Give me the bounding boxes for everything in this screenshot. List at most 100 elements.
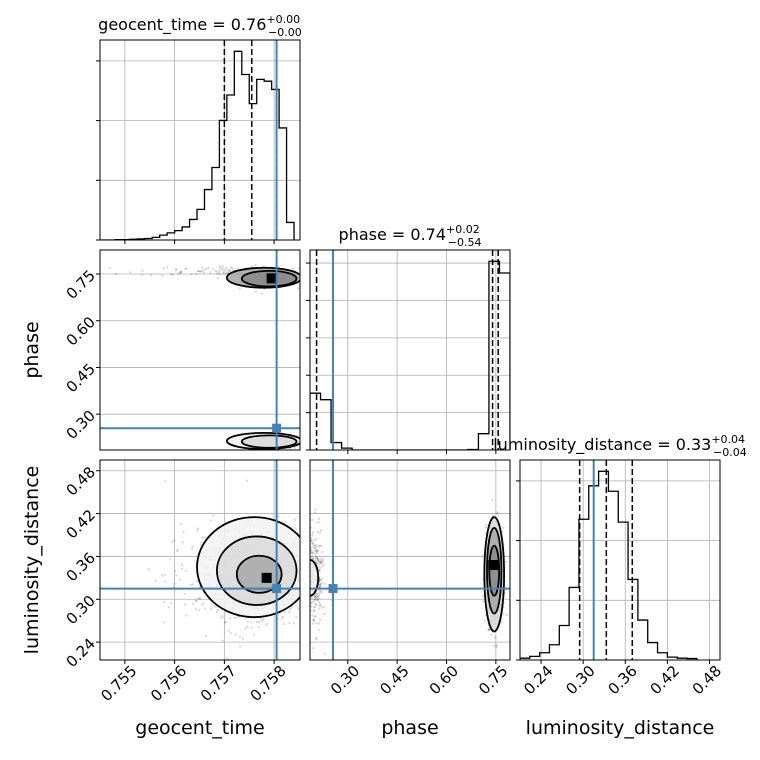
density-peak xyxy=(261,572,272,583)
sample-point xyxy=(177,271,180,275)
sample-point xyxy=(315,593,318,596)
sample-point xyxy=(281,617,284,620)
sample-point xyxy=(311,542,314,545)
sample-point xyxy=(316,530,319,534)
sample-point xyxy=(316,557,319,561)
sample-point xyxy=(314,556,317,559)
sample-point xyxy=(306,576,308,578)
sample-point xyxy=(313,619,316,622)
samples-group xyxy=(108,263,325,450)
sample-point xyxy=(173,539,176,542)
sample-point xyxy=(306,587,308,589)
sample-point xyxy=(229,631,232,635)
panel-frame xyxy=(99,459,301,661)
sample-point xyxy=(301,561,303,563)
sample-point xyxy=(493,644,496,648)
sample-point xyxy=(321,578,324,581)
sample-point xyxy=(184,569,187,572)
sample-point xyxy=(315,638,318,641)
sample-point xyxy=(225,272,228,275)
sample-point xyxy=(311,614,314,617)
sample-point xyxy=(235,616,238,619)
sample-point xyxy=(303,600,305,602)
sample-point xyxy=(314,537,318,540)
y-tick-label: 0.30 xyxy=(63,592,99,628)
y-tick-label: 0.48 xyxy=(63,463,99,499)
y-tick-label: 0.36 xyxy=(63,549,99,585)
sample-point xyxy=(316,556,319,559)
sample-point xyxy=(114,272,117,275)
title-median: 0.33 xyxy=(676,435,712,454)
sample-point xyxy=(226,269,229,273)
sample-point xyxy=(312,558,315,561)
sample-point xyxy=(304,573,306,575)
sample-point xyxy=(316,595,319,598)
sample-point xyxy=(308,566,310,568)
sample-point xyxy=(310,540,313,543)
sample-point xyxy=(226,271,229,275)
title-minus: −0.54 xyxy=(448,236,482,249)
sample-point xyxy=(202,602,205,605)
sample-point xyxy=(313,596,316,599)
panel-frame xyxy=(309,459,511,661)
sample-point xyxy=(302,586,304,588)
sample-point xyxy=(316,597,319,600)
sample-point xyxy=(320,591,323,594)
sample-point xyxy=(181,567,184,570)
sample-point xyxy=(316,592,319,595)
sample-point xyxy=(348,604,350,606)
sample-point xyxy=(293,446,296,450)
sample-point xyxy=(190,547,193,550)
sample-point xyxy=(323,268,325,270)
sample-point xyxy=(318,531,322,534)
sample-point xyxy=(313,546,316,549)
sample-point xyxy=(183,592,186,596)
contour-line xyxy=(240,269,298,288)
grid xyxy=(310,250,510,451)
labels-layer: phase luminosity_distance geocent_time phas… xyxy=(21,321,714,739)
sample-point xyxy=(197,270,200,273)
sample-point xyxy=(223,268,227,271)
sample-point xyxy=(305,644,307,646)
sample-point xyxy=(306,543,308,545)
sample-point xyxy=(318,521,321,524)
title-plus: +0.00 xyxy=(266,13,300,26)
sample-point xyxy=(162,267,166,270)
sample-point xyxy=(313,605,317,608)
sample-point xyxy=(313,598,316,601)
sample-point xyxy=(314,508,317,511)
sample-point xyxy=(311,555,314,558)
sample-point xyxy=(218,269,221,272)
sample-point xyxy=(319,560,322,563)
sample-point xyxy=(288,621,291,624)
sample-point xyxy=(149,273,153,277)
sample-point xyxy=(171,273,175,277)
sample-point xyxy=(314,615,317,618)
sample-point xyxy=(307,595,309,597)
sample-point xyxy=(228,269,232,272)
sample-point xyxy=(166,266,169,269)
contour-line xyxy=(216,535,298,606)
sample-point xyxy=(307,583,309,585)
sample-point xyxy=(141,269,144,272)
sample-point xyxy=(318,629,321,632)
sample-point xyxy=(319,603,322,606)
sample-point xyxy=(307,556,309,558)
sample-point xyxy=(250,621,253,624)
sample-point xyxy=(313,609,316,613)
sample-point xyxy=(311,552,314,555)
sample-point xyxy=(195,272,198,275)
sample-point xyxy=(289,607,292,611)
sample-point xyxy=(200,603,204,607)
sample-point xyxy=(319,585,322,588)
sample-point xyxy=(303,533,305,535)
sample-point xyxy=(322,563,325,567)
sample-point xyxy=(147,568,150,571)
sample-point xyxy=(203,268,206,272)
sample-point xyxy=(318,583,321,586)
sample-point xyxy=(316,598,320,601)
sample-point xyxy=(306,578,308,580)
sample-point xyxy=(318,589,321,592)
sample-point xyxy=(311,622,314,625)
histogram-phase xyxy=(310,260,510,450)
